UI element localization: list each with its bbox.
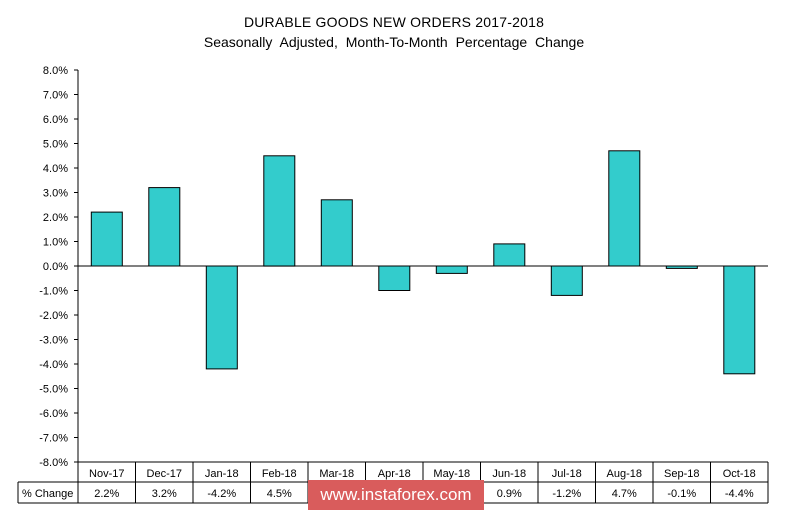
y-tick-label: -6.0% bbox=[39, 408, 68, 420]
table-cell-value: -4.2% bbox=[207, 488, 236, 500]
y-tick-label: 1.0% bbox=[43, 237, 68, 249]
table-cell-value: 4.5% bbox=[267, 488, 292, 500]
y-tick-label: -7.0% bbox=[39, 433, 68, 445]
y-tick-label: -5.0% bbox=[39, 384, 68, 396]
watermark-banner: www.instaforex.com bbox=[308, 480, 484, 510]
chart-subtitle: Seasonally Adjusted, Month-To-Month Perc… bbox=[203, 34, 585, 50]
y-tick-label: -1.0% bbox=[39, 286, 68, 298]
table-cell-value: -1.2% bbox=[552, 488, 581, 500]
y-tick-label: -4.0% bbox=[39, 359, 68, 371]
bar-dec-17 bbox=[148, 187, 181, 267]
y-tick-label: -3.0% bbox=[39, 335, 68, 347]
x-category-label: Nov-17 bbox=[89, 468, 124, 480]
table-cell-value: -4.4% bbox=[725, 488, 754, 500]
x-category-label: Sep-18 bbox=[664, 468, 699, 480]
title-block: DURABLE GOODS NEW ORDERS 2017-2018 Seaso… bbox=[0, 12, 788, 52]
y-tick-label: 2.0% bbox=[43, 212, 68, 224]
bar-jun-18 bbox=[493, 243, 526, 267]
table-cell-value: 3.2% bbox=[152, 488, 177, 500]
bar-mar-18 bbox=[320, 199, 353, 267]
bar-feb-18 bbox=[263, 155, 296, 267]
table-cell-value: 0.9% bbox=[497, 488, 522, 500]
y-tick-label: -2.0% bbox=[39, 310, 68, 322]
table-cell-value: 2.2% bbox=[94, 488, 119, 500]
bar-apr-18 bbox=[378, 265, 411, 291]
x-category-label: Aug-18 bbox=[607, 468, 642, 480]
bar-nov-17 bbox=[90, 211, 123, 267]
y-tick-label: -8.0% bbox=[39, 457, 68, 469]
x-category-label: Dec-17 bbox=[147, 468, 182, 480]
x-category-label: May-18 bbox=[433, 468, 470, 480]
table-cell-value: 4.7% bbox=[612, 488, 637, 500]
x-category-label: Jan-18 bbox=[205, 468, 239, 480]
x-category-label: Apr-18 bbox=[378, 468, 411, 480]
chart-title: DURABLE GOODS NEW ORDERS 2017-2018 bbox=[243, 14, 545, 30]
y-tick-label: 4.0% bbox=[43, 163, 68, 175]
x-category-label: Jun-18 bbox=[492, 468, 526, 480]
y-tick-label: 3.0% bbox=[43, 188, 68, 200]
bar-aug-18 bbox=[608, 150, 641, 267]
x-category-label: Mar-18 bbox=[319, 468, 354, 480]
bar-may-18 bbox=[435, 265, 468, 274]
x-category-label: Jul-18 bbox=[552, 468, 582, 480]
y-tick-label: 6.0% bbox=[43, 114, 68, 126]
table-row-label: % Change bbox=[22, 488, 73, 500]
bar-jan-18 bbox=[205, 265, 238, 370]
bar-oct-18 bbox=[723, 265, 756, 375]
x-category-label: Feb-18 bbox=[262, 468, 297, 480]
y-tick-label: 8.0% bbox=[43, 65, 68, 77]
x-category-label: Oct-18 bbox=[723, 468, 756, 480]
table-cell-value: -0.1% bbox=[667, 488, 696, 500]
y-tick-label: 7.0% bbox=[43, 90, 68, 102]
bar-jul-18 bbox=[550, 265, 583, 296]
y-tick-label: 5.0% bbox=[43, 139, 68, 151]
y-tick-label: 0.0% bbox=[43, 261, 68, 273]
